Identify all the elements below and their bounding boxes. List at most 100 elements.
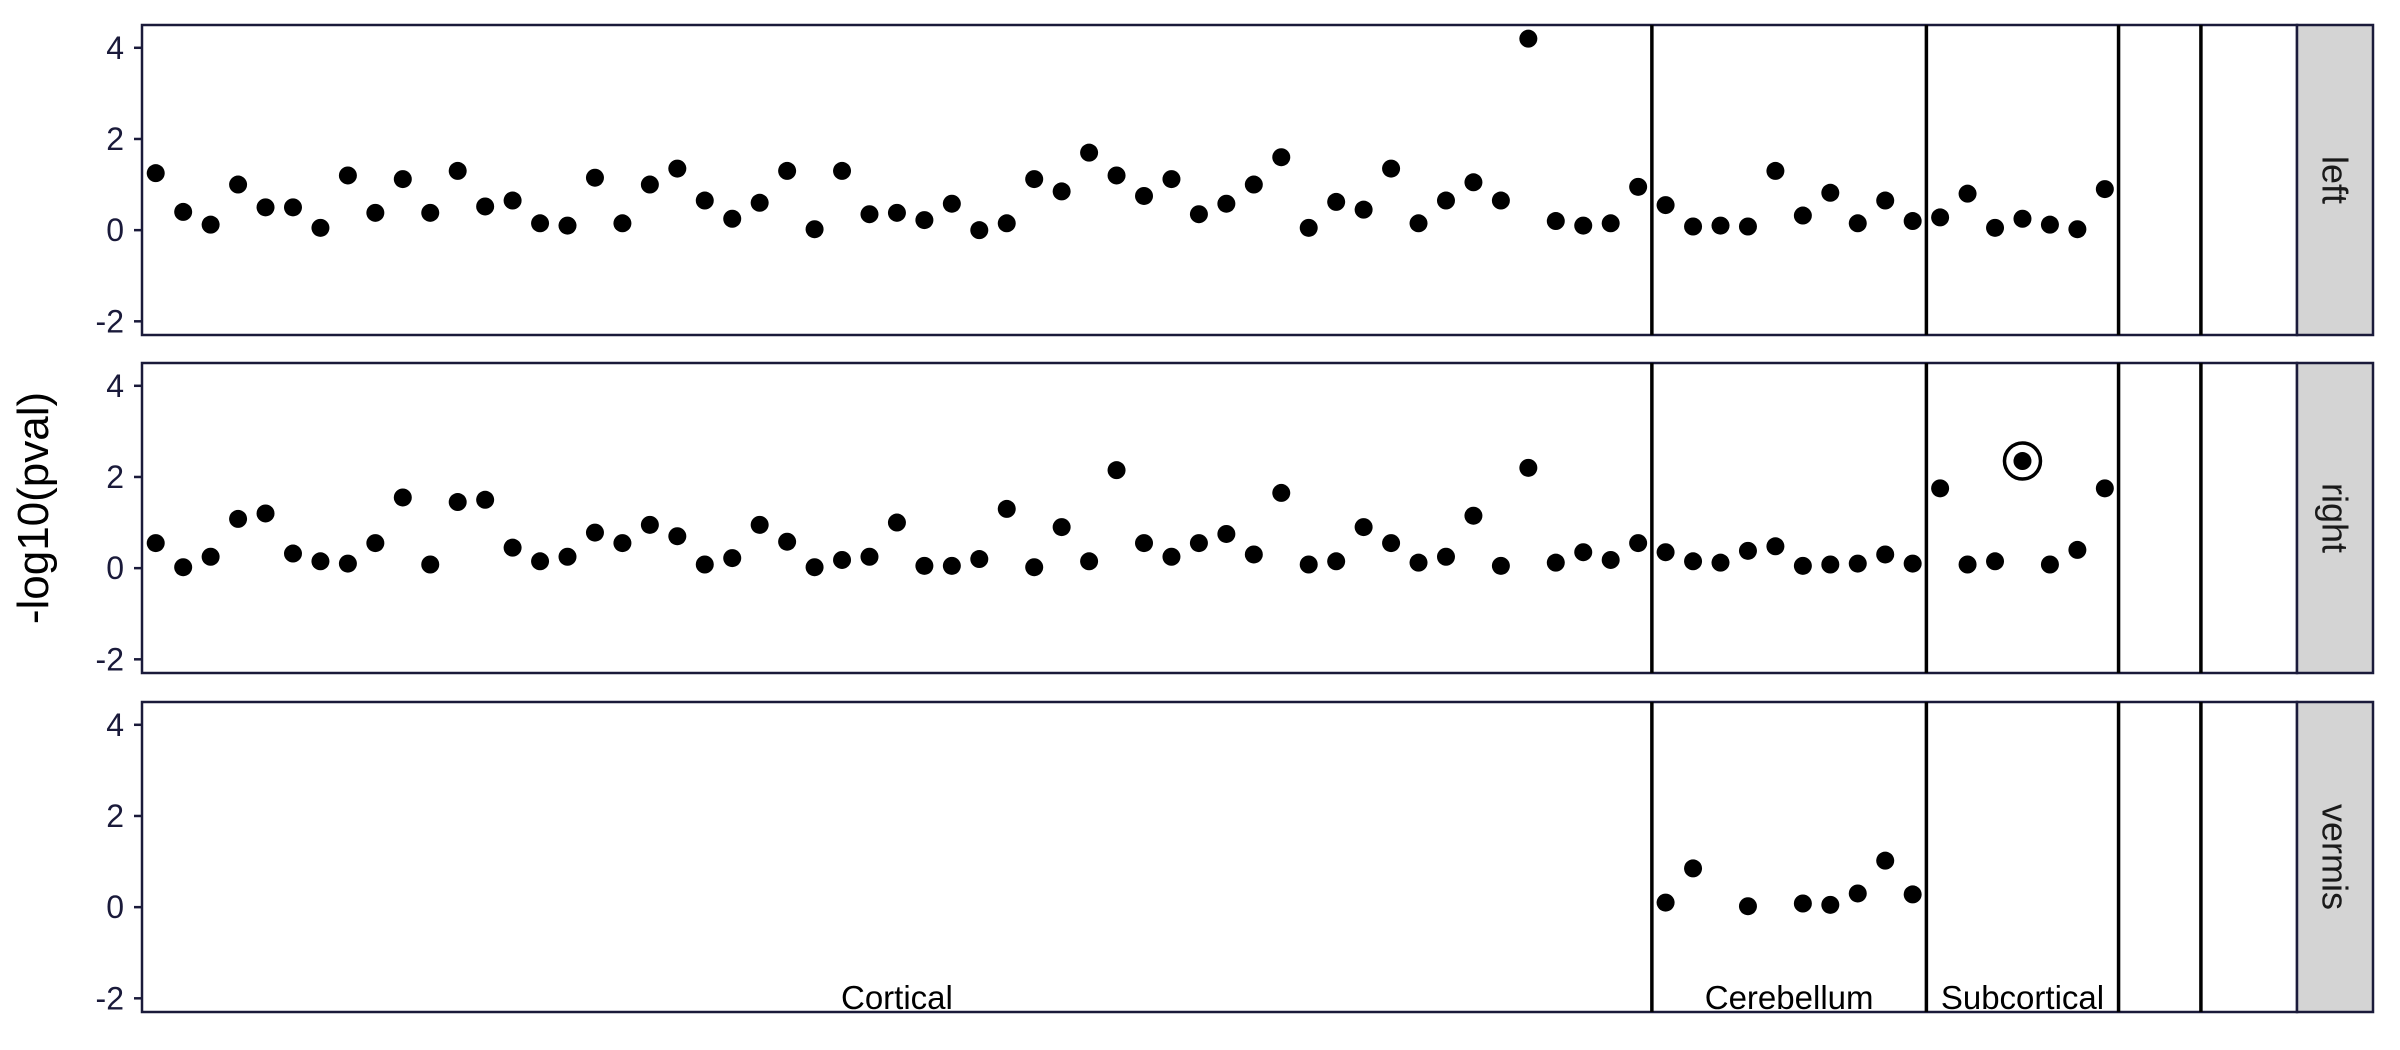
data-point [1848, 554, 1867, 573]
data-point [283, 544, 302, 563]
data-point [1409, 214, 1428, 233]
data-point [1793, 206, 1812, 225]
data-point [997, 214, 1016, 233]
data-point [1903, 212, 1922, 231]
data-point [1519, 458, 1538, 477]
data-point [256, 198, 275, 217]
data-point [503, 191, 522, 210]
data-point [915, 211, 934, 230]
data-point [146, 534, 165, 553]
data-point [174, 202, 193, 221]
data-point [640, 175, 659, 194]
data-point [860, 205, 879, 224]
data-point [2013, 452, 2032, 471]
facet-strip-label: right [2315, 483, 2356, 553]
data-point [1601, 550, 1620, 569]
data-point [668, 527, 687, 546]
data-point [1931, 208, 1950, 227]
data-point [1738, 217, 1757, 236]
data-point [256, 504, 275, 523]
data-point [1656, 196, 1675, 215]
y-tick-label: -2 [96, 980, 124, 1016]
data-point [833, 161, 852, 180]
data-point [421, 555, 440, 574]
data-point [778, 532, 797, 551]
data-point [201, 547, 220, 566]
data-point [1958, 555, 1977, 574]
data-point [1821, 895, 1840, 914]
data-point [1684, 217, 1703, 236]
data-point [1464, 173, 1483, 192]
data-point [1656, 543, 1675, 562]
data-point [640, 515, 659, 534]
data-point [1848, 884, 1867, 903]
data-point [2095, 479, 2114, 498]
data-point [2040, 555, 2059, 574]
data-point [366, 203, 385, 222]
data-point [2068, 540, 2087, 559]
data-point [970, 221, 989, 240]
data-point [1574, 216, 1593, 235]
facet-strip [2295, 23, 2375, 337]
data-point [1903, 885, 1922, 904]
facet-strip [2295, 700, 2375, 1014]
data-point [1821, 183, 1840, 202]
panel-vermis: -2 0 2 4 vermis [96, 700, 2375, 1016]
data-point [1189, 205, 1208, 224]
data-point [531, 214, 550, 233]
data-point [1738, 541, 1757, 560]
data-point [1684, 552, 1703, 571]
data-point [1244, 175, 1263, 194]
y-tick-label: 4 [106, 707, 124, 743]
data-point [1629, 534, 1648, 553]
y-tick-label: 4 [106, 30, 124, 66]
data-point [1135, 186, 1154, 205]
data-point [1327, 192, 1346, 211]
y-tick-label: 2 [106, 798, 124, 834]
data-point [805, 558, 824, 577]
data-point [1876, 851, 1895, 870]
data-point [1107, 461, 1126, 480]
data-point [970, 550, 989, 569]
data-point [531, 552, 550, 571]
data-point [750, 515, 769, 534]
data-point [311, 552, 330, 571]
data-point [887, 513, 906, 532]
data-point [1382, 159, 1401, 178]
data-point [833, 550, 852, 569]
highlight-ring [2002, 441, 2043, 481]
data-point [1436, 547, 1455, 566]
data-point [585, 523, 604, 542]
data-point [942, 556, 961, 575]
data-point [338, 166, 357, 185]
data-point [311, 218, 330, 237]
data-point [997, 499, 1016, 518]
group-label: Cerebellum [1705, 979, 1874, 1016]
data-point [201, 215, 220, 234]
panel-left: -2 0 2 4 left [96, 23, 2375, 339]
facet-panels: -2 0 2 4 left -2 0 2 4 right -2 0 2 4 vermis [96, 23, 2375, 1016]
data-point [860, 547, 879, 566]
data-point [393, 488, 412, 507]
data-point [1876, 191, 1895, 210]
data-point [1464, 506, 1483, 525]
panel-right: -2 0 2 4 right [96, 361, 2375, 677]
data-point [1025, 170, 1044, 189]
data-point [805, 220, 824, 239]
data-point [613, 534, 632, 553]
data-point [1793, 894, 1812, 913]
data-point [1272, 148, 1291, 167]
data-point [146, 164, 165, 183]
data-point [695, 555, 714, 574]
data-point [558, 216, 577, 235]
data-point [1711, 553, 1730, 572]
data-point [1793, 556, 1812, 575]
data-point [1436, 191, 1455, 210]
data-point [1189, 534, 1208, 553]
data-point [1656, 893, 1675, 912]
data-point [229, 175, 248, 194]
data-point [1217, 524, 1236, 543]
data-point [1217, 194, 1236, 213]
data-point [1080, 143, 1099, 162]
